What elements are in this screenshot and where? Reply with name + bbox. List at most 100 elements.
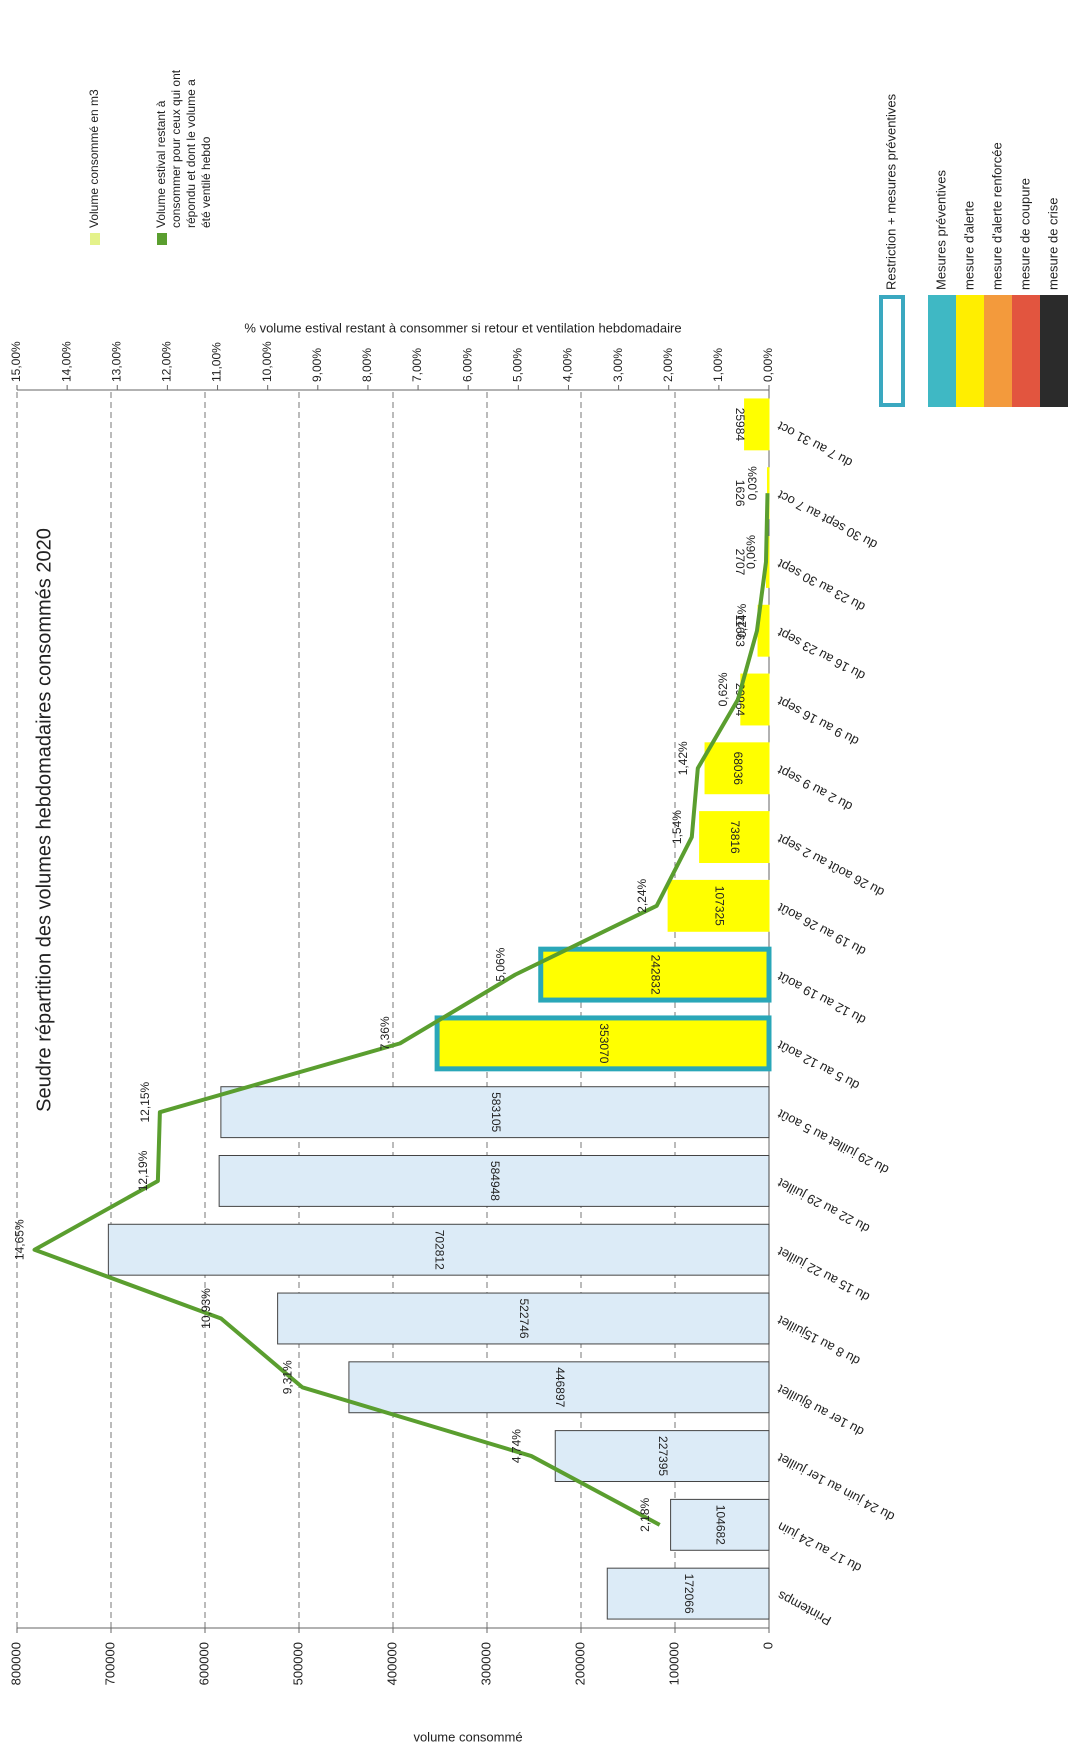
x-tick-label: du 15 au 22 juillet xyxy=(775,1244,872,1305)
bar-value-label: 446897 xyxy=(553,1367,567,1407)
line-value-label: 1,54% xyxy=(670,810,684,844)
line-value-label: 0,06% xyxy=(744,535,758,569)
x-tick-label: du 29 juillet au 5 août xyxy=(775,1106,892,1177)
bar xyxy=(277,1292,770,1345)
line-value-label: 7,36% xyxy=(378,1016,392,1050)
y-tick-label: 400000 xyxy=(384,1642,399,1685)
y2-tick-label: 7,00% xyxy=(410,348,424,382)
y2-tick-label: 12,00% xyxy=(160,341,174,382)
measure-swatch xyxy=(1040,295,1068,407)
y2-tick-label: 9,00% xyxy=(310,348,324,382)
bar xyxy=(554,1430,770,1483)
bar-value-label: 353070 xyxy=(597,1023,611,1063)
bar-value-label: 73816 xyxy=(728,820,742,854)
legend-label: Volume consommé en m3 xyxy=(87,89,101,228)
legend-swatch xyxy=(157,233,167,245)
y-tick-label: 600000 xyxy=(196,1642,211,1685)
y-tick-label: 300000 xyxy=(478,1642,493,1685)
y-axis-title: volume consommé xyxy=(413,1729,522,1744)
x-tick-label: du 24 juin au 1er juillet xyxy=(775,1450,897,1524)
line-value-label: 0,24% xyxy=(735,603,749,637)
bar-value-label: 2707 xyxy=(733,549,747,576)
x-tick-label: du 23 au 30 sept xyxy=(775,556,868,615)
line-value-label: 12,15% xyxy=(138,1081,152,1122)
y2-tick-label: 8,00% xyxy=(360,348,374,382)
x-tick-label: du 1er au 8juillet xyxy=(775,1381,867,1439)
x-tick-label: du 17 au 24 juin xyxy=(775,1519,864,1576)
line-value-label: 1,42% xyxy=(676,741,690,775)
measure-label: mesure d'alerte renforcée xyxy=(989,142,1004,290)
y-tick-label: 100000 xyxy=(666,1642,681,1685)
measure-swatch xyxy=(956,295,984,407)
y-tick-label: 200000 xyxy=(572,1642,587,1685)
bar-value-label: 242832 xyxy=(649,955,663,995)
bar xyxy=(218,1154,770,1207)
line-value-label: 2,18% xyxy=(638,1497,652,1531)
bar-value-label: 107325 xyxy=(712,886,726,926)
y2-tick-label: 6,00% xyxy=(460,348,474,382)
measure-swatch xyxy=(879,295,905,407)
y2-tick-label: 0,00% xyxy=(761,348,775,382)
bar-value-label: 11663 xyxy=(733,614,747,647)
bar-value-label: 702812 xyxy=(433,1230,447,1270)
line-value-label: 2,24% xyxy=(635,878,649,912)
x-tick-label: du 12 au 19 août xyxy=(775,969,869,1028)
x-tick-label: du 26 août au 2 sept xyxy=(775,831,887,900)
y-tick-label: 500000 xyxy=(290,1642,305,1685)
bar-value-label: 227395 xyxy=(656,1436,670,1476)
measure-label: mesure de crise xyxy=(1045,198,1060,290)
x-tick-label: du 16 au 23 sept xyxy=(775,625,868,684)
y2-tick-label: 5,00% xyxy=(511,348,525,382)
bar xyxy=(538,946,772,1003)
bar-value-label: 104682 xyxy=(714,1505,728,1545)
bar xyxy=(667,879,770,932)
measure-swatch xyxy=(928,295,956,407)
x-tick-label: du 2 au 9 sept xyxy=(775,762,855,814)
x-tick-label: du 5 au 12 août xyxy=(775,1038,862,1094)
bar-value-label: 584948 xyxy=(488,1161,502,1201)
bar xyxy=(744,398,770,451)
measure-label: Restriction + mesures préventives xyxy=(883,93,898,290)
legend-swatch xyxy=(90,233,100,245)
legend-label: Volume estival restant àconsommer pour c… xyxy=(154,69,213,228)
y2-tick-label: 15,00% xyxy=(9,341,23,382)
line-value-label: 10,93% xyxy=(199,1288,213,1329)
line-value-label: 12,19% xyxy=(136,1150,150,1191)
line xyxy=(32,493,770,1527)
bar-value-label: 583105 xyxy=(489,1092,503,1132)
x-tick-label: du 9 au 16 sept xyxy=(775,694,862,750)
y-tick-label: 800000 xyxy=(8,1642,23,1685)
y-tick-label: 700000 xyxy=(102,1642,117,1685)
bar xyxy=(220,1086,770,1139)
bar xyxy=(740,673,770,726)
y2-tick-label: 2,00% xyxy=(661,348,675,382)
y2-axis-title: % volume estival restant à consommer si … xyxy=(244,320,681,335)
line-value-label: 0,62% xyxy=(716,672,730,706)
x-tick-label: du 19 au 26 août xyxy=(775,900,869,959)
y2-tick-label: 11,00% xyxy=(210,342,224,382)
y2-tick-label: 1,00% xyxy=(711,348,725,382)
x-tick-label: du 8 au 15juillet xyxy=(775,1313,863,1369)
chart-frame: Seudre répartition des volumes hebdomada… xyxy=(8,69,1068,1744)
y-tick-label: 0 xyxy=(760,1642,775,1649)
x-tick-label: du 22 au 29 juillet xyxy=(775,1175,872,1236)
bar xyxy=(704,742,770,795)
bar xyxy=(670,1498,770,1551)
bar xyxy=(107,1223,770,1276)
measure-label: mesure de coupure xyxy=(1017,178,1032,290)
x-tick-label: du 7 au 31 oct xyxy=(775,419,855,471)
bar-value-label: 172066 xyxy=(682,1574,696,1614)
line-value-label: 0,03% xyxy=(746,466,760,500)
line-value-label: 5,06% xyxy=(493,947,507,981)
measure-label: mesure d'alerte xyxy=(961,201,976,290)
measure-swatch xyxy=(1012,295,1040,407)
bar xyxy=(699,811,770,864)
x-tick-label: du 30 sept au 7 oct xyxy=(775,487,880,552)
y2-tick-label: 4,00% xyxy=(561,348,575,382)
line-value-label: 14,65% xyxy=(13,1219,27,1260)
y2-tick-label: 14,00% xyxy=(59,341,73,382)
bar-value-label: 68036 xyxy=(731,752,745,786)
measure-swatch xyxy=(984,295,1012,407)
measure-label: Mesures préventives xyxy=(933,170,948,290)
